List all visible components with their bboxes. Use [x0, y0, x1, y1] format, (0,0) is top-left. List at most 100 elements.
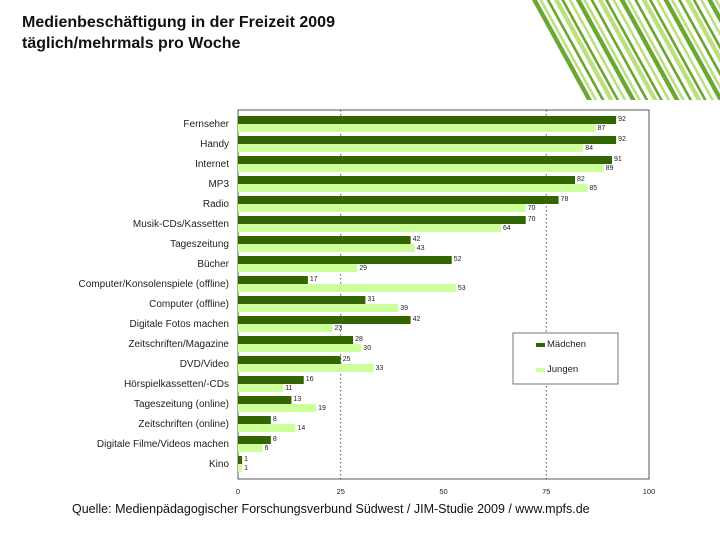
deco-stripe	[678, 0, 720, 77]
value-label-jungen: 30	[363, 345, 371, 352]
value-label-jungen: 64	[503, 225, 511, 232]
plot-frame	[237, 109, 650, 480]
x-tick-label: 75	[542, 487, 550, 496]
deco-stripe	[663, 0, 720, 100]
bar-maedchen	[238, 136, 617, 144]
bar-jungen	[238, 164, 604, 172]
deco-stripe	[626, 0, 685, 100]
value-label-jungen: 1	[244, 465, 248, 472]
bar-maedchen	[238, 216, 526, 224]
deco-stripe	[583, 0, 642, 100]
bar-maedchen	[238, 416, 271, 424]
value-label-jungen: 84	[585, 145, 593, 152]
title-line-2: täglich/mehrmals pro Woche	[22, 35, 241, 52]
legend-swatch	[536, 343, 545, 347]
value-label-maedchen: 70	[528, 216, 536, 223]
category-label: Hörspielkassetten/-CDs	[124, 379, 229, 390]
x-tick-label: 25	[337, 487, 345, 496]
category-label: Handy	[200, 139, 229, 150]
value-label-jungen: 89	[606, 165, 614, 172]
deco-stripe	[546, 0, 605, 100]
category-label: Digitale Filme/Videos machen	[97, 439, 229, 450]
value-label-jungen: 6	[265, 445, 269, 452]
value-label-maedchen: 17	[310, 276, 318, 283]
deco-stripe	[634, 0, 693, 100]
bar-jungen	[238, 384, 284, 392]
bar-jungen	[238, 404, 317, 412]
category-label: Computer (offline)	[149, 299, 229, 310]
value-label-jungen: 53	[458, 285, 466, 292]
value-label-maedchen: 25	[343, 356, 351, 363]
bar-jungen	[238, 264, 358, 272]
source-citation: Quelle: Medienpädagogischer Forschungsve…	[72, 502, 590, 516]
value-label-maedchen: 8	[273, 416, 277, 423]
deco-stripe	[619, 0, 680, 100]
deco-stripe	[648, 0, 707, 100]
bar-maedchen	[238, 116, 617, 124]
value-label-jungen: 19	[318, 405, 326, 412]
bar-maedchen	[238, 456, 243, 464]
bar-maedchen	[238, 196, 559, 204]
value-label-maedchen: 31	[367, 296, 375, 303]
deco-stripe	[568, 0, 627, 100]
legend-label: Mädchen	[547, 339, 586, 350]
value-label-jungen: 29	[359, 265, 367, 272]
value-label-jungen: 33	[376, 365, 384, 372]
bar-jungen	[238, 244, 415, 252]
bar-jungen	[238, 364, 374, 372]
bar-maedchen	[238, 396, 292, 404]
bar-maedchen	[238, 436, 271, 444]
value-label-jungen: 85	[589, 185, 597, 192]
deco-stripe	[539, 0, 598, 100]
slide-title: Medienbeschäftigung in der Freizeit 2009…	[22, 12, 335, 54]
value-label-jungen: 14	[298, 425, 306, 432]
deco-stripe	[714, 0, 720, 10]
value-label-maedchen: 78	[561, 196, 569, 203]
value-label-maedchen: 13	[293, 396, 301, 403]
bar-maedchen	[238, 316, 411, 324]
bar-maedchen	[238, 336, 354, 344]
value-label-maedchen: 16	[306, 376, 314, 383]
bar-maedchen	[238, 156, 613, 164]
deco-stripe	[605, 0, 663, 100]
category-label: DVD/Video	[180, 359, 230, 370]
category-label: Tageszeitung	[170, 239, 229, 250]
category-label: Computer/Konsolenspiele (offline)	[79, 279, 229, 290]
category-label: Kino	[209, 459, 229, 470]
bar-jungen	[238, 344, 362, 352]
category-label: Digitale Fotos machen	[130, 319, 230, 330]
category-label: Zeitschriften (online)	[138, 419, 229, 430]
value-label-jungen: 70	[528, 205, 536, 212]
value-label-maedchen: 28	[355, 336, 363, 343]
bar-jungen	[238, 324, 333, 332]
bar-jungen	[238, 224, 502, 232]
bar-jungen	[238, 304, 399, 312]
decorative-stripes	[532, 0, 720, 100]
deco-stripe	[612, 0, 671, 100]
deco-stripe	[597, 0, 658, 100]
value-label-maedchen: 91	[614, 156, 622, 163]
category-label: Internet	[195, 159, 229, 170]
category-label: Musik-CDs/Kassetten	[133, 219, 229, 230]
bar-jungen	[238, 464, 243, 472]
bar-jungen	[238, 184, 588, 192]
bar-jungen	[238, 424, 296, 432]
deco-stripe	[590, 0, 649, 100]
value-label-jungen: 23	[335, 325, 343, 332]
bar-jungen	[238, 204, 526, 212]
bar-jungen	[238, 124, 596, 132]
value-label-maedchen: 42	[413, 236, 421, 243]
deco-stripe	[575, 0, 636, 100]
x-tick-label: 100	[643, 487, 656, 496]
value-label-jungen: 11	[285, 385, 292, 392]
value-label-maedchen: 8	[273, 436, 277, 443]
category-label: Fernseher	[183, 119, 229, 130]
category-label: Radio	[203, 199, 230, 210]
value-label-maedchen: 82	[577, 176, 585, 183]
x-tick-label: 50	[439, 487, 447, 496]
bar-maedchen	[238, 356, 341, 364]
value-label-maedchen: 1	[244, 456, 248, 463]
category-label: Bücher	[197, 259, 229, 270]
deco-stripe	[641, 0, 702, 100]
